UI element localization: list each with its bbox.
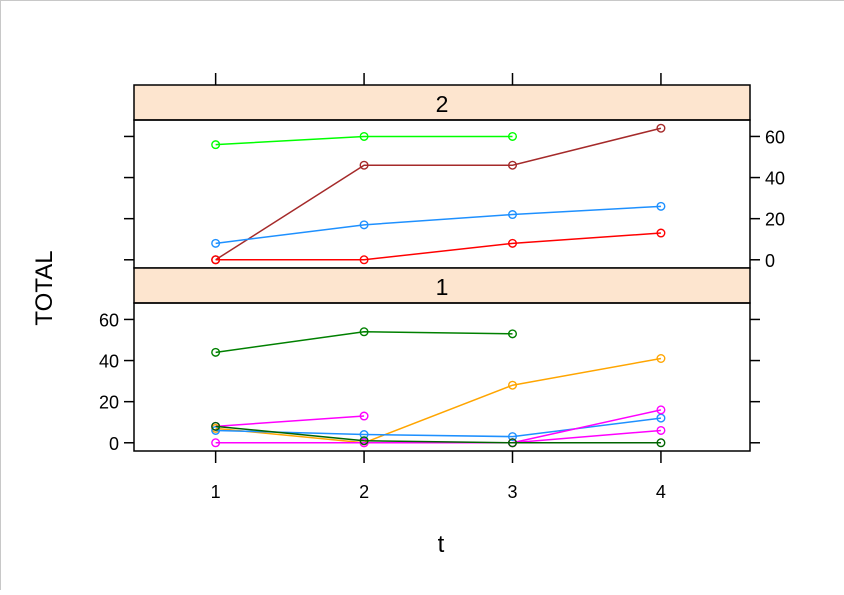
x-tick-label: 2 [359, 482, 369, 502]
x-tick-label: 4 [656, 482, 666, 502]
series-line-1-1 [215, 357, 662, 444]
y-tick-label: 40 [99, 352, 119, 372]
data-point [359, 327, 369, 337]
data-point [359, 160, 369, 170]
data-point [211, 421, 221, 431]
data-point [656, 405, 666, 415]
data-point [359, 436, 369, 446]
series-line-1-4 [215, 429, 662, 444]
data-point [211, 255, 221, 265]
data-point [211, 347, 221, 357]
axes: 0 20 40 60 0 20 40 60 1 2 3 4 [99, 73, 785, 502]
data-point [508, 131, 518, 141]
data-point [656, 228, 666, 238]
series-line-1-5 [512, 409, 662, 444]
panel-strip-2 [133, 84, 751, 121]
data-point [508, 238, 518, 248]
data-point [508, 160, 518, 170]
panel-frame-1 [133, 302, 751, 452]
x-tick-label: 3 [507, 482, 517, 502]
y-axis-label: TOTAL [31, 250, 58, 325]
series-line-2-2 [215, 205, 661, 245]
panel-strip-label: 1 [436, 274, 449, 300]
series-line-1-6 [215, 425, 661, 444]
series-line-1-2 [215, 415, 365, 428]
y-tick-label: 20 [99, 393, 119, 413]
panel-frame-2 [133, 119, 751, 269]
window-border-top [0, 0, 844, 1]
data-point [656, 425, 666, 435]
y-tick-label: 0 [765, 251, 775, 271]
series-line-2-1 [215, 127, 662, 261]
data-point [211, 238, 221, 248]
data-point [211, 438, 221, 448]
data-point [508, 210, 518, 220]
data-point [359, 131, 369, 141]
x-axis-label: t [438, 531, 445, 558]
y-tick-label: 60 [99, 310, 119, 330]
series-line-2-3 [215, 232, 661, 261]
data-point [508, 432, 518, 442]
series-lines [211, 123, 666, 448]
window-border-left [0, 0, 1, 590]
series-line-1-3 [215, 417, 662, 438]
panel-strip-label: 2 [436, 91, 449, 117]
y-tick-label: 60 [765, 127, 785, 147]
data-point [656, 354, 666, 364]
data-point [508, 329, 518, 339]
data-point [508, 438, 518, 448]
panel-frames: 21 [133, 84, 751, 452]
panel-strip-1 [133, 267, 751, 304]
data-point [359, 220, 369, 230]
data-point [359, 411, 369, 421]
x-tick-label: 1 [211, 482, 221, 502]
data-point [656, 438, 666, 448]
data-point [656, 123, 666, 133]
y-tick-label: 40 [765, 169, 785, 189]
data-point [211, 140, 221, 150]
y-tick-label: 0 [109, 434, 119, 454]
data-point [359, 255, 369, 265]
y-tick-label: 20 [765, 210, 785, 230]
data-point [656, 201, 666, 211]
series-line-1-0 [215, 331, 513, 354]
data-point [508, 380, 518, 390]
series-line-2-0 [215, 135, 513, 146]
